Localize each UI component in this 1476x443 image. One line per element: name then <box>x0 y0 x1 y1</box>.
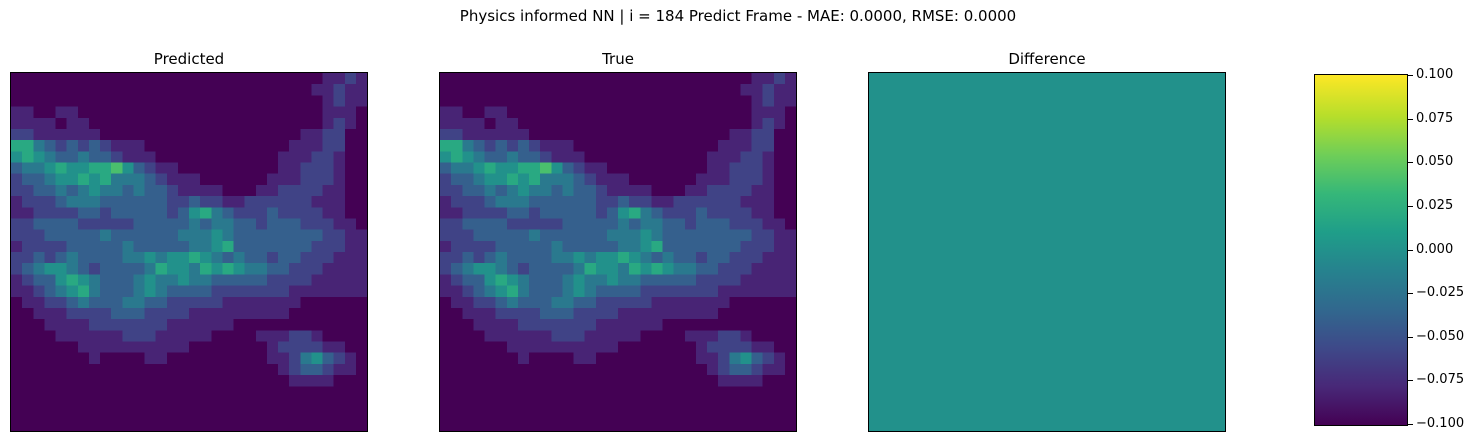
colorbar-tick-label: −0.075 <box>1416 372 1465 388</box>
colorbar-tick-mark <box>1407 162 1413 164</box>
panel-title-difference: Difference <box>1008 50 1086 68</box>
panel-title-predicted: Predicted <box>153 50 225 68</box>
colorbar-tick-label: 0.100 <box>1416 67 1454 82</box>
colorbar-tick-label: 0.025 <box>1416 197 1454 213</box>
colorbar <box>1314 74 1408 426</box>
figure-suptitle: Physics informed NN | i = 184 Predict Fr… <box>459 7 1017 25</box>
heatmap-difference-canvas <box>869 73 1225 431</box>
colorbar-tick-mark <box>1407 380 1413 382</box>
colorbar-tick-mark <box>1407 205 1413 207</box>
colorbar-tick-label: 0.050 <box>1416 154 1454 170</box>
panel-title-true: True <box>602 50 634 68</box>
colorbar-tick-label: −0.025 <box>1416 285 1465 301</box>
colorbar-tick-mark <box>1407 293 1413 295</box>
colorbar-tick-mark <box>1407 118 1413 120</box>
colorbar-tick-label: 0.075 <box>1416 110 1454 126</box>
heatmap-difference <box>868 72 1226 432</box>
heatmap-true <box>439 72 797 432</box>
colorbar-tick-mark <box>1407 249 1413 251</box>
heatmap-predicted-canvas <box>11 73 367 431</box>
colorbar-tick-label: −0.050 <box>1416 328 1465 344</box>
colorbar-tick-label: 0.000 <box>1416 241 1454 257</box>
colorbar-tick-mark <box>1407 75 1413 76</box>
heatmap-predicted <box>10 72 368 432</box>
colorbar-tick-mark <box>1407 336 1413 338</box>
colorbar-tick-label: −0.100 <box>1416 416 1465 431</box>
heatmap-true-canvas <box>440 73 796 431</box>
colorbar-tick-mark <box>1407 424 1413 425</box>
